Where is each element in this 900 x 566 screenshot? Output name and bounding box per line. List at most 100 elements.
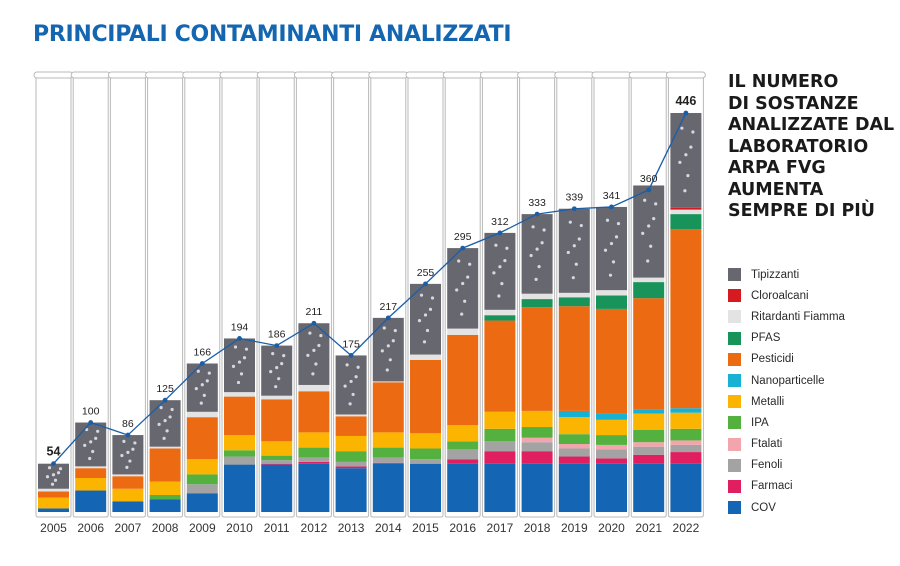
bar-segment-ritardanti-fiamma <box>633 277 665 283</box>
legend-item-metalli: Metalli <box>728 391 845 412</box>
legend-swatch <box>728 268 741 282</box>
bar-segment-pesticidi <box>410 359 441 434</box>
legend-label: IPA <box>751 416 769 429</box>
test-tube-rim <box>517 71 558 79</box>
bubble-decoration <box>53 478 58 482</box>
total-label: 175 <box>342 338 360 350</box>
bubble-decoration <box>277 377 281 381</box>
bubble-decoration <box>354 375 358 379</box>
bubble-decoration <box>94 436 98 440</box>
bar-group-2013: 2013 <box>331 71 372 535</box>
bubble-decoration <box>269 370 273 374</box>
bubble-decoration <box>460 312 464 316</box>
bar-segment-farmaci <box>633 454 665 464</box>
total-label: 255 <box>417 267 435 279</box>
bar-group-2022: 2022 <box>665 71 706 535</box>
test-tube <box>407 75 444 518</box>
bar-segment-farmaci <box>670 452 702 464</box>
bar-segment-pfas <box>596 295 627 309</box>
year-label: 2022 <box>673 521 700 535</box>
bubble-decoration <box>423 313 428 317</box>
bar-segment-cov <box>484 463 516 512</box>
legend-swatch <box>728 374 741 388</box>
bar-segment-metalli <box>112 488 144 502</box>
test-tube <box>258 75 295 518</box>
bubble-decoration <box>126 450 130 454</box>
bar-group-2012: 2012 <box>293 71 334 535</box>
bubble-decoration <box>537 265 541 269</box>
bubble-decoration <box>122 439 126 443</box>
bar-segment-ritardanti-fiamma <box>38 488 69 492</box>
bubble-decoration <box>641 231 645 235</box>
bar-segment-ipa <box>447 441 479 450</box>
bubble-decoration <box>425 328 430 333</box>
bubble-decoration <box>531 225 535 229</box>
bar-segment-metalli <box>670 412 702 429</box>
bar-segment-metalli <box>410 433 441 449</box>
bar-group-2005: 2005 <box>33 71 74 535</box>
bar-segment-metalli <box>372 432 404 448</box>
bubble-decoration <box>45 475 50 479</box>
total-point <box>534 211 540 217</box>
bar-segment-ipa <box>484 428 516 442</box>
bar-segment-pfas <box>484 315 516 321</box>
bar-segment-fenoli <box>224 456 255 465</box>
bubble-decoration <box>461 281 465 286</box>
bar-segment-ritardanti-fiamma <box>186 411 218 418</box>
test-tube-rim <box>554 71 595 79</box>
test-tube <box>184 75 221 518</box>
bar-segment-metalli <box>149 481 181 496</box>
bubble-decoration <box>643 198 647 202</box>
bar-segment-tipizzanti <box>372 317 404 382</box>
bubble-decoration <box>157 422 161 426</box>
subtitle-line: DI SOSTANZE <box>728 93 859 114</box>
legend-label: Tipizzanti <box>751 268 800 281</box>
bar-segment-metalli <box>484 411 516 429</box>
subtitle-line: IL NUMERO <box>728 72 839 92</box>
bar-segment-metalli <box>261 441 293 456</box>
total-label: 295 <box>454 231 472 243</box>
legend-swatch <box>728 310 741 324</box>
bubble-decoration <box>47 466 52 470</box>
bar-segment-metalli <box>633 413 665 430</box>
bubble-decoration <box>535 247 539 251</box>
total-label: 333 <box>528 197 546 209</box>
bubble-decoration <box>239 372 244 376</box>
test-tube <box>667 75 704 518</box>
bar-segment-ritardanti-fiamma <box>149 446 181 449</box>
total-point <box>199 361 205 366</box>
year-label: 2010 <box>226 521 253 535</box>
bar-segment-farmaci <box>372 462 404 464</box>
bubble-decoration <box>684 153 688 157</box>
legend-label: COV <box>751 501 776 514</box>
test-tube <box>519 75 556 518</box>
legend-label: Metalli <box>751 395 785 408</box>
legend-item-pesticidi: Pesticidi <box>728 349 845 370</box>
bar-segment-farmaci <box>484 451 516 464</box>
year-label: 2008 <box>152 521 179 535</box>
bar-segment-farmaci <box>521 451 553 464</box>
bubble-decoration <box>89 440 93 444</box>
bar-segment-tipizzanti <box>633 185 665 278</box>
subtitle-line: ARPA FVG <box>728 158 826 178</box>
bubble-decoration <box>58 467 63 471</box>
bubble-decoration <box>500 282 504 286</box>
bar-group-2008: 2008 <box>145 71 186 535</box>
bubble-decoration <box>170 407 174 412</box>
legend-swatch <box>728 501 741 515</box>
bubble-decoration <box>652 217 656 221</box>
total-point <box>497 230 503 236</box>
bar-group-2020: 2020 <box>591 71 632 535</box>
bubble-decoration <box>393 328 397 333</box>
bubble-decoration <box>534 277 538 281</box>
bubble-decoration <box>231 364 236 368</box>
bubble-decoration <box>574 262 578 266</box>
bubble-decoration <box>540 241 544 245</box>
bar-group-2007: 2007 <box>107 71 148 535</box>
total-point <box>571 206 577 212</box>
year-label: 2019 <box>561 521 588 535</box>
bubble-decoration <box>386 344 390 348</box>
bubble-decoration <box>133 441 137 445</box>
bar-segment-cov <box>558 463 590 512</box>
bubble-decoration <box>233 345 238 349</box>
